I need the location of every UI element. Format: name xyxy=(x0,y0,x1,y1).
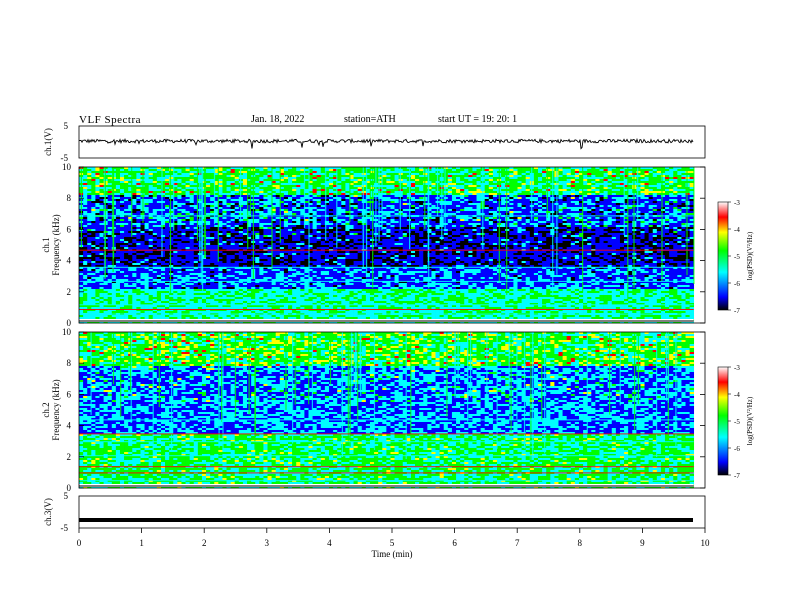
colorbar-tick-label: -7 xyxy=(734,307,740,315)
ch2-colorbar-label: log(PSD)(V²/Hz) xyxy=(746,396,754,445)
ch3-voltage-panel: 5 -5 ch.3(V) 0 1 2 3 4 5 6 7 8 9 10 Time (min) xyxy=(43,491,710,559)
time-tick-label: 6 xyxy=(452,538,457,548)
vlf-figure: 5 -5 ch.1(V) 0 2 4 6 8 10 ch.1 Frequency (kHz… xyxy=(0,0,792,612)
time-axis-label: Time (min) xyxy=(372,549,413,559)
time-tick-label: 5 xyxy=(390,538,395,548)
ch1-frequency-ylabel: Frequency (kHz) xyxy=(51,214,61,275)
time-axis-ticks: 0 1 2 3 4 5 6 7 8 9 10 xyxy=(77,528,710,548)
freq-tick-label: 6 xyxy=(67,224,72,234)
freq-tick-label: 4 xyxy=(67,256,72,266)
ch2-frequency-ylabel: Frequency (kHz) xyxy=(51,379,61,440)
freq-tick-label: 2 xyxy=(67,452,72,462)
ch1-colorbar-gradient xyxy=(718,202,728,310)
time-tick-label: 4 xyxy=(327,538,332,548)
colorbar-tick-label: -5 xyxy=(734,253,740,261)
ch3-ytick-top: 5 xyxy=(64,491,69,501)
colorbar-tick-label: -4 xyxy=(734,226,740,234)
freq-tick-label: 2 xyxy=(67,287,72,297)
freq-tick-label: 10 xyxy=(62,327,72,337)
colorbar-tick-label: -7 xyxy=(734,472,740,480)
colorbar-tick-label: -4 xyxy=(734,391,740,399)
ch3-voltage-frame xyxy=(79,496,705,528)
time-tick-label: 3 xyxy=(265,538,270,548)
colorbar-tick-label: -5 xyxy=(734,418,740,426)
ch2-colorbar: -3 -4 -5 -6 -7 log(PSD)(V²/Hz) xyxy=(718,364,754,480)
ch1-ytick-top: 5 xyxy=(64,121,69,131)
ch1-colorbar: -3 -4 -5 -6 -7 log(PSD)(V²/Hz) xyxy=(718,199,754,315)
ch2-spectrogram-image xyxy=(79,332,705,488)
freq-tick-label: 8 xyxy=(67,193,72,203)
ch1-spectrogram-image xyxy=(79,167,705,323)
freq-tick-label: 4 xyxy=(67,421,72,431)
colorbar-tick-label: -3 xyxy=(734,199,740,207)
time-tick-label: 9 xyxy=(640,538,645,548)
freq-tick-label: 10 xyxy=(62,162,72,172)
ch2-colorbar-gradient xyxy=(718,367,728,475)
ch2-channel-label: ch.2 xyxy=(41,402,51,417)
ch1-voltage-panel: 5 -5 ch.1(V) xyxy=(43,121,705,163)
colorbar-tick-label: -6 xyxy=(734,445,740,453)
time-tick-label: 0 xyxy=(77,538,82,548)
ch1-colorbar-label: log(PSD)(V²/Hz) xyxy=(746,231,754,280)
time-tick-label: 1 xyxy=(139,538,144,548)
ch3-voltage-ylabel: ch.3(V) xyxy=(43,498,53,526)
ch1-voltage-ylabel: ch.1(V) xyxy=(43,128,53,156)
time-tick-label: 10 xyxy=(701,538,711,548)
freq-tick-label: 6 xyxy=(67,389,72,399)
colorbar-tick-label: -6 xyxy=(734,280,740,288)
ch1-channel-label: ch.1 xyxy=(41,237,51,252)
ch3-ytick-bottom: -5 xyxy=(61,523,69,533)
time-tick-label: 2 xyxy=(202,538,207,548)
colorbar-tick-label: -3 xyxy=(734,364,740,372)
freq-tick-label: 8 xyxy=(67,358,72,368)
time-tick-label: 7 xyxy=(515,538,520,548)
time-tick-label: 8 xyxy=(578,538,583,548)
